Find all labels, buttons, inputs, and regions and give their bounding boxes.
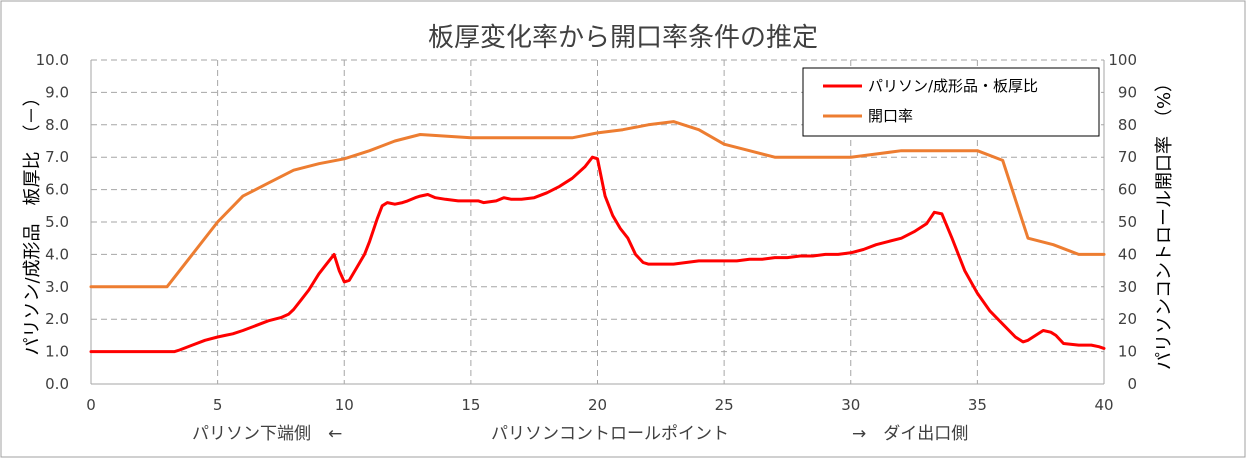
y-right-tick-label: 20 <box>1118 310 1137 328</box>
x-tick-label: 40 <box>1094 396 1113 414</box>
y-left-tick-label: 6.0 <box>45 181 69 199</box>
y-left-tick-label: 0.0 <box>45 375 69 393</box>
y-right-tick-label: 90 <box>1118 83 1137 101</box>
y-axis-right-label: パリソンコントロール開口率 （%） <box>1154 74 1175 370</box>
y-right-tick-label: 60 <box>1118 181 1137 199</box>
x-tick-label: 30 <box>841 396 860 414</box>
y-left-tick-label: 10.0 <box>36 51 69 69</box>
y-left-tick-label: 9.0 <box>45 83 69 101</box>
y-left-tick-label: 7.0 <box>45 148 69 166</box>
y-axis-left-label: パリソン/成形品 板厚比 （－） <box>22 88 43 355</box>
x-axis-right-note: → ダイ出口側 <box>852 424 968 444</box>
axes: 0.0 1.0 2.0 3.0 4.0 5.0 6.0 7.0 8.0 9.0 10.0 0 10 20 3… <box>36 51 1137 414</box>
x-axis-label: パリソンコントロールポイント <box>491 424 729 444</box>
x-tick-label: 15 <box>461 396 480 414</box>
x-tick-label: 0 <box>86 396 96 414</box>
legend-label-opening-rate: 開口率 <box>868 107 913 125</box>
y-right-tick-label: 80 <box>1118 116 1137 134</box>
x-tick-label: 25 <box>715 396 734 414</box>
x-tick-label: 20 <box>588 396 607 414</box>
legend-box <box>802 67 1100 137</box>
y-right-tick-label: 40 <box>1118 245 1137 263</box>
legend-label-thickness-ratio: パリソン/成形品・板厚比 <box>868 77 1038 95</box>
x-tick-label: 5 <box>213 396 223 414</box>
series-layer <box>89 120 1106 354</box>
y-right-tick-label: 50 <box>1118 213 1137 231</box>
x-tick-label: 35 <box>968 396 987 414</box>
y-right-tick-label: 10 <box>1118 343 1137 361</box>
y-left-tick-label: 1.0 <box>45 343 69 361</box>
x-axis-left-note: パリソン下端側 ← <box>192 424 342 444</box>
chart-title: 板厚変化率から開口率条件の推定 <box>428 23 818 53</box>
y-left-tick-label: 3.0 <box>45 278 69 296</box>
y-left-tick-label: 2.0 <box>45 310 69 328</box>
y-left-tick-label: 8.0 <box>45 116 69 134</box>
y-left-tick-label: 5.0 <box>45 213 69 231</box>
y-right-tick-label: 0 <box>1127 375 1137 393</box>
y-right-tick-label: 70 <box>1118 148 1137 166</box>
series-line-thickness-ratio <box>89 155 1106 354</box>
y-right-tick-label: 100 <box>1108 51 1137 69</box>
y-right-tick-label: 30 <box>1118 278 1137 296</box>
legend: パリソン/成形品・板厚比 開口率 <box>802 67 1100 137</box>
y-left-tick-label: 4.0 <box>45 245 69 263</box>
x-tick-label: 10 <box>335 396 354 414</box>
series-line-opening-rate <box>89 120 1106 289</box>
